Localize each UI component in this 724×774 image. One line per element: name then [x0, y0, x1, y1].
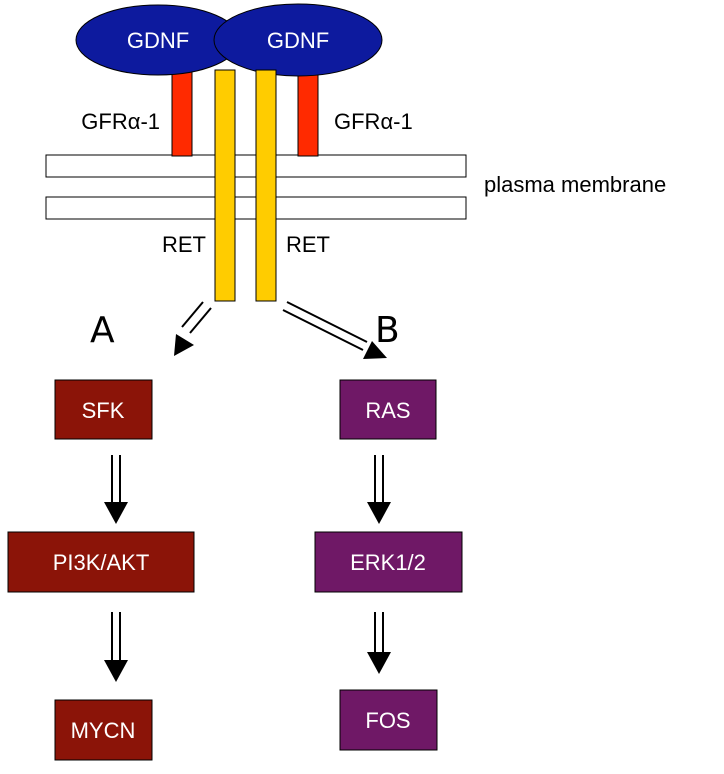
gdnf-right-ligand	[213, 3, 383, 77]
ret-left-receptor	[214, 69, 236, 302]
fos-node	[339, 689, 438, 751]
erk12-node	[314, 531, 463, 593]
ras-node	[339, 379, 437, 440]
erk12-label: ERK1/2	[350, 550, 426, 575]
arrow-ret-to-ras	[282, 301, 387, 359]
sfk-label: SFK	[82, 398, 125, 423]
gdnf-left-label: GDNF	[127, 28, 189, 53]
fos-label: FOS	[365, 708, 410, 733]
mycn-node	[54, 699, 153, 761]
gdnf-right-label: GDNF	[267, 28, 329, 53]
mycn-label: MYCN	[71, 718, 136, 743]
pi3k-akt-node	[7, 531, 195, 593]
gfra1-right-label: GFRα-1	[334, 109, 413, 134]
arrow-sfk-to-pi3k	[104, 455, 128, 524]
arrow-pi3k-to-mycn	[104, 612, 128, 682]
gfra1-right-coreceptor	[297, 65, 319, 157]
sfk-node	[54, 379, 153, 440]
gfra1-left-label: GFRα-1	[81, 109, 160, 134]
pi3k-akt-label: PI3K/AKT	[53, 550, 150, 575]
ret-right-label: RET	[286, 232, 330, 257]
arrow-erk-to-fos	[367, 612, 391, 674]
pathway-a-letter: A	[90, 310, 115, 351]
ras-label: RAS	[365, 398, 410, 423]
membrane-label: plasma membrane	[484, 172, 666, 197]
ret-left-label: RET	[162, 232, 206, 257]
pathway-b-letter: B	[375, 310, 400, 351]
arrow-ras-to-erk	[367, 455, 391, 524]
gfra1-left-coreceptor	[171, 65, 193, 157]
ret-right-receptor	[255, 69, 277, 302]
arrow-ret-to-sfk	[174, 301, 212, 356]
